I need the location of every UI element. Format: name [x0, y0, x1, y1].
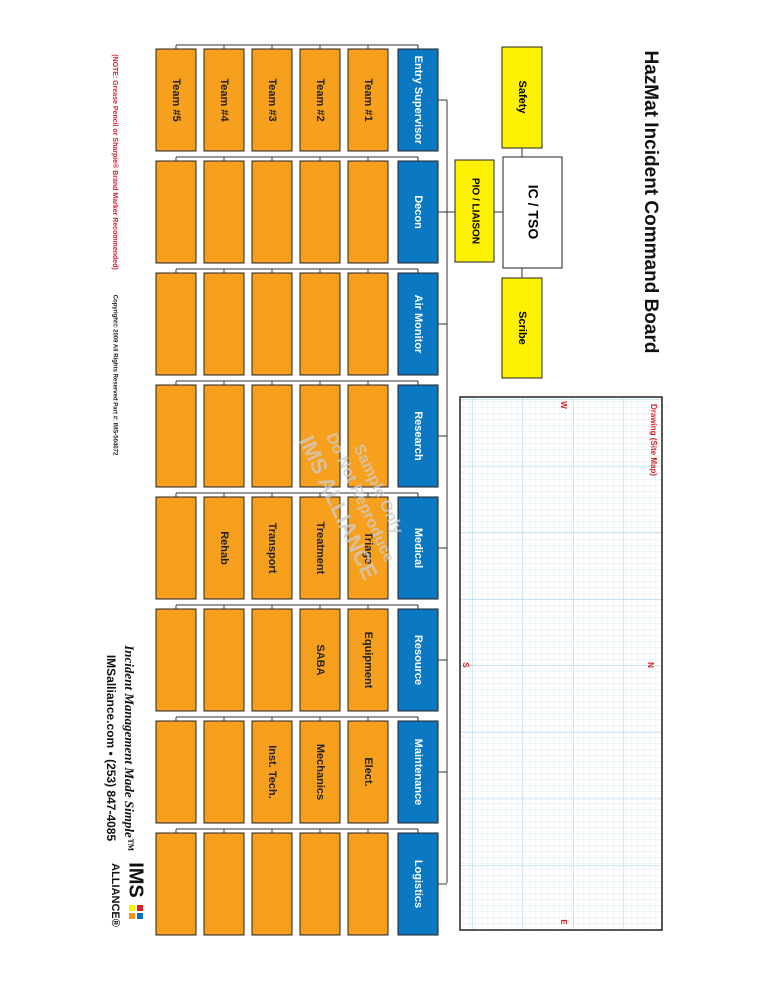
- slot: [155, 832, 197, 936]
- slot-label: Team #5: [170, 78, 182, 121]
- slot: [299, 160, 341, 264]
- slot: [155, 272, 197, 376]
- slot: [155, 720, 197, 824]
- slot: [251, 384, 293, 488]
- slot-label: Mechanics: [314, 744, 326, 800]
- column-name: Resource: [412, 635, 424, 685]
- safety-label: Safety: [516, 80, 528, 114]
- site-map: [459, 396, 663, 931]
- logo-top: IMS: [125, 862, 147, 898]
- bracket: [176, 828, 419, 833]
- slot: [155, 160, 197, 264]
- slot: [299, 832, 341, 936]
- column-name: Research: [412, 411, 424, 461]
- slot-label: Equipment: [362, 632, 374, 689]
- logo-bottom: ALLIANCE®: [109, 863, 121, 927]
- column-name: Maintenance: [412, 739, 424, 806]
- slot: [347, 496, 389, 600]
- slot: [299, 608, 341, 712]
- pio-box: [454, 159, 495, 263]
- bracket: [176, 716, 419, 721]
- bracket: [176, 44, 419, 49]
- note: (NOTE: Grease Pencil or Sharpie® Brand M…: [111, 54, 119, 270]
- slot: [347, 160, 389, 264]
- slot: [347, 608, 389, 712]
- bracket: [176, 604, 419, 609]
- slot: [251, 832, 293, 936]
- logo-dot: [129, 913, 135, 919]
- slot: [203, 608, 245, 712]
- slot: [299, 272, 341, 376]
- column-name: Logistics: [412, 860, 424, 908]
- slot: [203, 720, 245, 824]
- copyright: Copyright© 2009 All Rights Reserved Part…: [111, 295, 118, 456]
- slot: [155, 608, 197, 712]
- pio-label: PIO / LIAISON: [469, 178, 480, 244]
- slot: [251, 496, 293, 600]
- bracket: [176, 380, 419, 385]
- slot: [203, 48, 245, 152]
- slot: [155, 496, 197, 600]
- slot-label: Elect.: [362, 757, 374, 786]
- slot: [299, 384, 341, 488]
- column-name: Entry Supervisor: [412, 56, 424, 145]
- tagline: Incident Management Made Simple™: [122, 644, 137, 850]
- logo-dot: [137, 905, 143, 911]
- logo-dot: [137, 913, 143, 919]
- scribe-label: Scribe: [516, 311, 528, 345]
- slot-label: SABA: [314, 644, 326, 675]
- slot: [347, 720, 389, 824]
- slot: [251, 608, 293, 712]
- slot: [299, 48, 341, 152]
- logo-dot: [129, 905, 135, 911]
- bracket: [176, 156, 419, 161]
- bracket: [176, 268, 419, 273]
- column-name: Decon: [412, 195, 424, 229]
- slot: [203, 496, 245, 600]
- slot-label: Team #1: [362, 78, 374, 121]
- slot: [299, 720, 341, 824]
- slot-label: Treatment: [314, 522, 326, 575]
- ic-label: IC / TSO: [525, 185, 541, 240]
- slot-label: Team #2: [314, 78, 326, 121]
- slot: [203, 160, 245, 264]
- slot-label: Team #4: [218, 78, 230, 122]
- column-name: Medical: [412, 528, 424, 568]
- map-label: Drawing (Site Map): [649, 404, 658, 476]
- compass-n: N: [646, 662, 655, 668]
- contact: IMSalliance.com • (253) 847-4085: [104, 655, 118, 842]
- title: HazMat Incident Command Board: [640, 51, 661, 354]
- slot: [347, 272, 389, 376]
- compass-s: S: [461, 662, 470, 668]
- slot: [251, 272, 293, 376]
- slot: [251, 48, 293, 152]
- slot: [203, 272, 245, 376]
- slot: [155, 384, 197, 488]
- connectors: [446, 100, 523, 883]
- slot: [347, 384, 389, 488]
- slot-label: Inst. Tech.: [266, 745, 278, 799]
- slot: [203, 384, 245, 488]
- compass-e: E: [559, 919, 568, 925]
- bracket: [176, 492, 419, 497]
- compass-w: W: [559, 401, 568, 409]
- slot-label: Rehab: [218, 531, 230, 565]
- slot: [347, 48, 389, 152]
- slot: [347, 832, 389, 936]
- slot: [251, 720, 293, 824]
- slot-label: Team #3: [266, 78, 278, 121]
- slot: [203, 832, 245, 936]
- slot: [251, 160, 293, 264]
- slot: [299, 496, 341, 600]
- slot: [155, 48, 197, 152]
- slot-label: Triage: [362, 532, 374, 564]
- column-name: Air Monitor: [412, 295, 424, 354]
- slot-label: Transport: [266, 523, 278, 574]
